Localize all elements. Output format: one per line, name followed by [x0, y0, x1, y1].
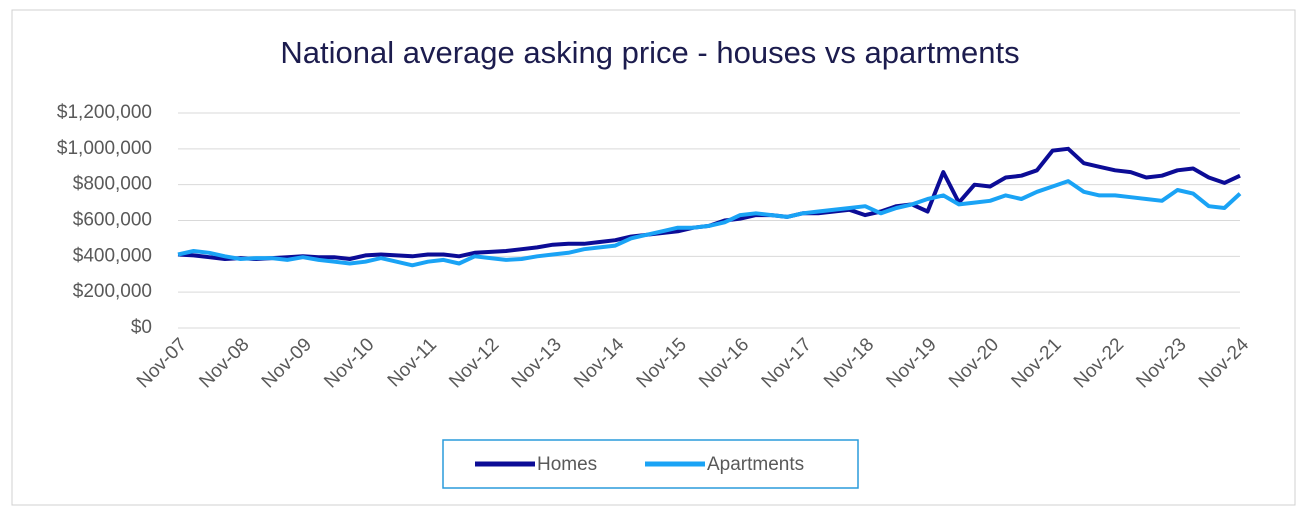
- y-tick-label: $1,000,000: [57, 138, 152, 159]
- y-tick-label: $0: [131, 317, 152, 338]
- chart-title: National average asking price - houses v…: [280, 35, 1019, 70]
- y-tick-label: $200,000: [73, 281, 152, 302]
- legend-label: Apartments: [707, 454, 804, 475]
- y-tick-label: $800,000: [73, 174, 152, 195]
- line-series: [177, 179, 1242, 268]
- y-tick-label: $600,000: [73, 210, 152, 231]
- y-tick-label: $1,200,000: [57, 102, 152, 123]
- legend-label: Homes: [537, 454, 597, 475]
- y-tick-label: $400,000: [73, 245, 152, 266]
